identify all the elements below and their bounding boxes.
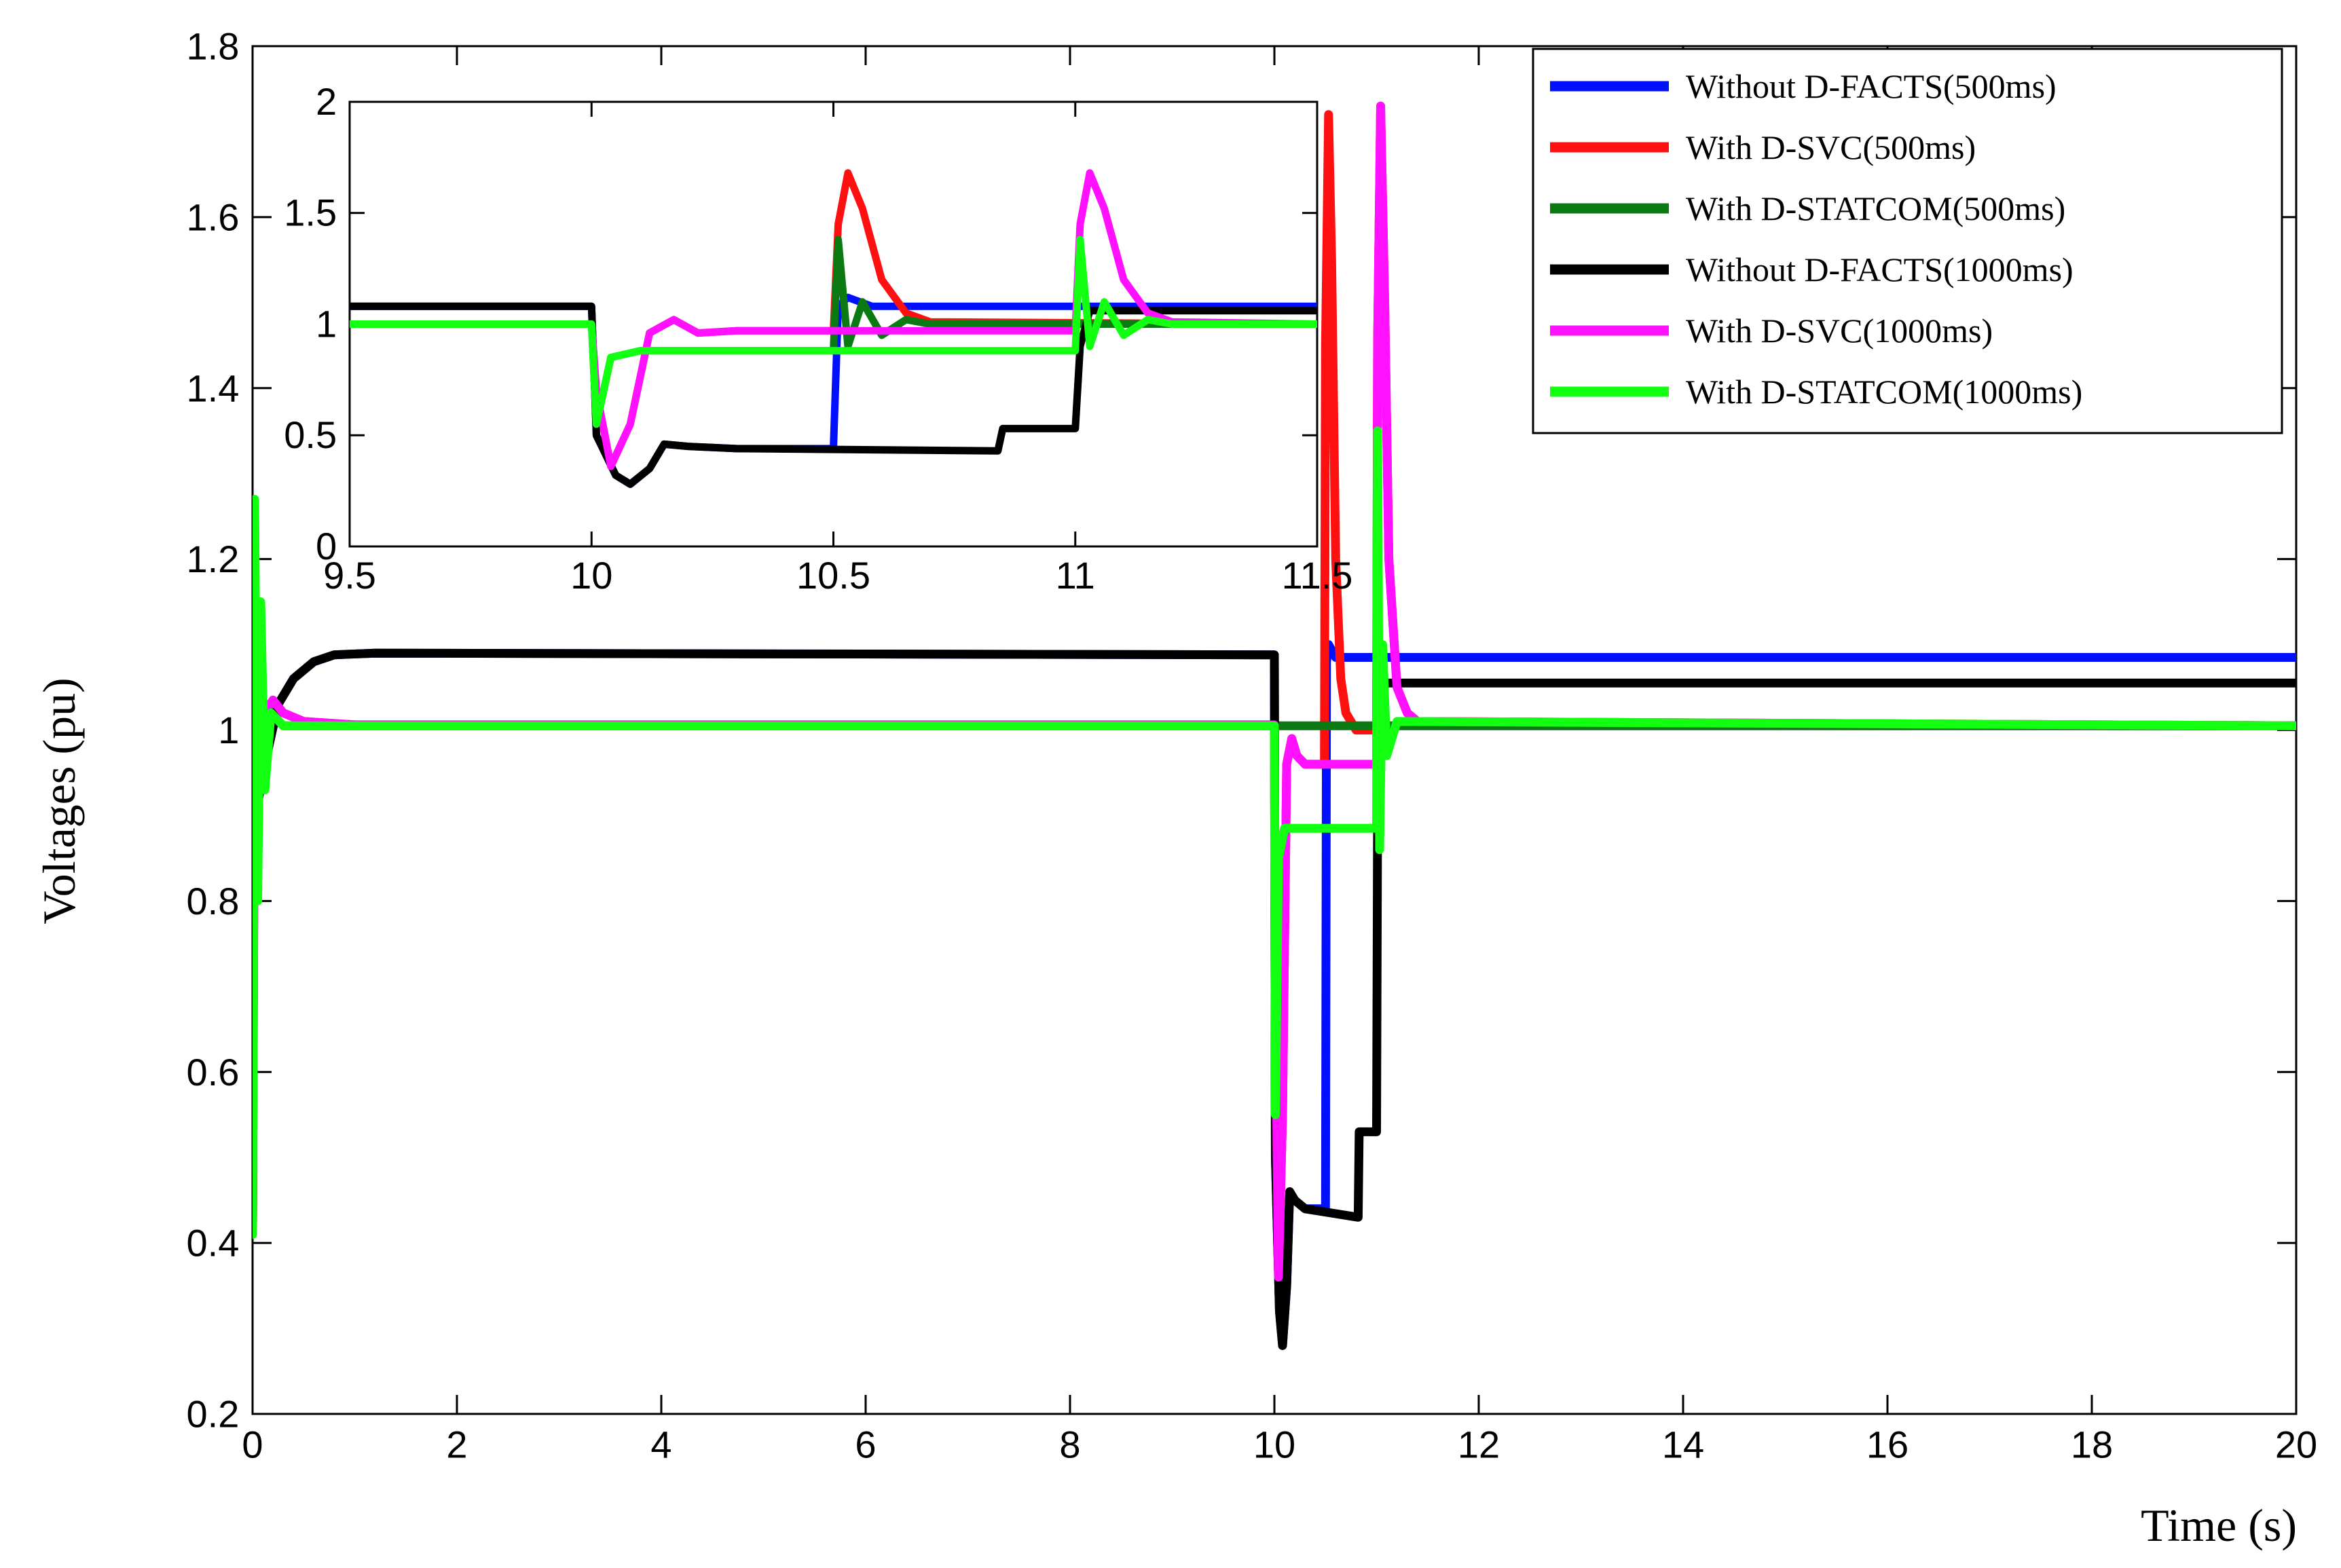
inset-y-tick-label: 1.5 — [284, 191, 337, 234]
main-y-tick-label: 1.6 — [187, 195, 240, 238]
main-y-tick-label: 1.4 — [187, 367, 240, 409]
inset-x-tick-label: 11 — [1056, 554, 1095, 597]
main-x-tick-label: 4 — [650, 1423, 671, 1466]
legend-label-without-d-facts-500ms: Without D-FACTS(500ms) — [1686, 67, 2057, 105]
main-y-tick-label: 0.4 — [187, 1222, 240, 1265]
inset-x-tick-label: 10.5 — [796, 554, 870, 597]
inset-x-tick-label: 9.5 — [323, 554, 376, 597]
main-x-tick-label: 18 — [2071, 1423, 2113, 1466]
main-y-tick-label: 1 — [218, 709, 239, 751]
main-x-tick-label: 20 — [2275, 1423, 2317, 1466]
y-axis-label: Voltages (pu) — [33, 677, 85, 924]
main-x-tick-label: 14 — [1662, 1423, 1704, 1466]
inset-y-tick-label: 0 — [316, 525, 337, 567]
inset-plot-area: 9.5 10 10.5 11 11.500.511.52 — [284, 80, 1352, 597]
legend: Without D-FACTS(500ms) With D-SVC(500ms) W… — [1532, 48, 2283, 434]
legend-label-with-d-statcom-1000ms: With D-STATCOM(1000ms) — [1686, 373, 2082, 411]
main-x-tick-label: 10 — [1253, 1423, 1295, 1466]
main-y-tick-label: 1.2 — [187, 538, 240, 580]
main-series-with-d-svc-1000ms — [253, 101, 2296, 1282]
main-y-tick-label: 0.8 — [187, 880, 240, 922]
inset-x-tick-label: 10 — [570, 554, 612, 597]
main-series-with-d-statcom-1000ms — [253, 426, 2296, 1239]
main-x-tick-label: 2 — [446, 1423, 467, 1466]
inset-series-with-d-statcom-1000ms — [350, 236, 1317, 428]
inset-series-group — [350, 169, 1317, 488]
legend-label-without-d-facts-1000ms: Without D-FACTS(1000ms) — [1686, 250, 2073, 288]
main-x-tick-label: 12 — [1458, 1423, 1500, 1466]
main-y-tick-label: 0.6 — [187, 1051, 240, 1094]
inset-series-with-d-svc-1000ms — [350, 169, 1317, 470]
inset-series-without-d-facts-1000ms — [350, 302, 1317, 488]
inset-x-tick-label: 11.5 — [1282, 554, 1353, 597]
legend-box — [1532, 48, 2283, 434]
main-y-tick-label: 1.8 — [187, 25, 240, 68]
main-x-tick-label: 8 — [1059, 1423, 1080, 1466]
inset-y-tick-label: 2 — [316, 80, 337, 123]
main-x-tick-label: 16 — [1866, 1423, 1909, 1466]
inset-y-tick-label: 0.5 — [284, 413, 337, 456]
x-axis-label: Time (s) — [2141, 1499, 2297, 1551]
main-series-group — [253, 101, 2296, 1350]
legend-label-with-d-svc-1000ms: With D-SVC(1000ms) — [1686, 312, 1993, 350]
main-y-tick-label: 0.2 — [187, 1393, 240, 1436]
inset-y-tick-label: 1 — [316, 302, 337, 345]
legend-label-with-d-statcom-500ms: With D-STATCOM(500ms) — [1686, 189, 2065, 227]
main-x-tick-label: 0 — [242, 1423, 263, 1466]
legend-label-with-d-svc-500ms: With D-SVC(500ms) — [1686, 128, 1976, 166]
main-x-tick-label: 6 — [855, 1423, 876, 1466]
